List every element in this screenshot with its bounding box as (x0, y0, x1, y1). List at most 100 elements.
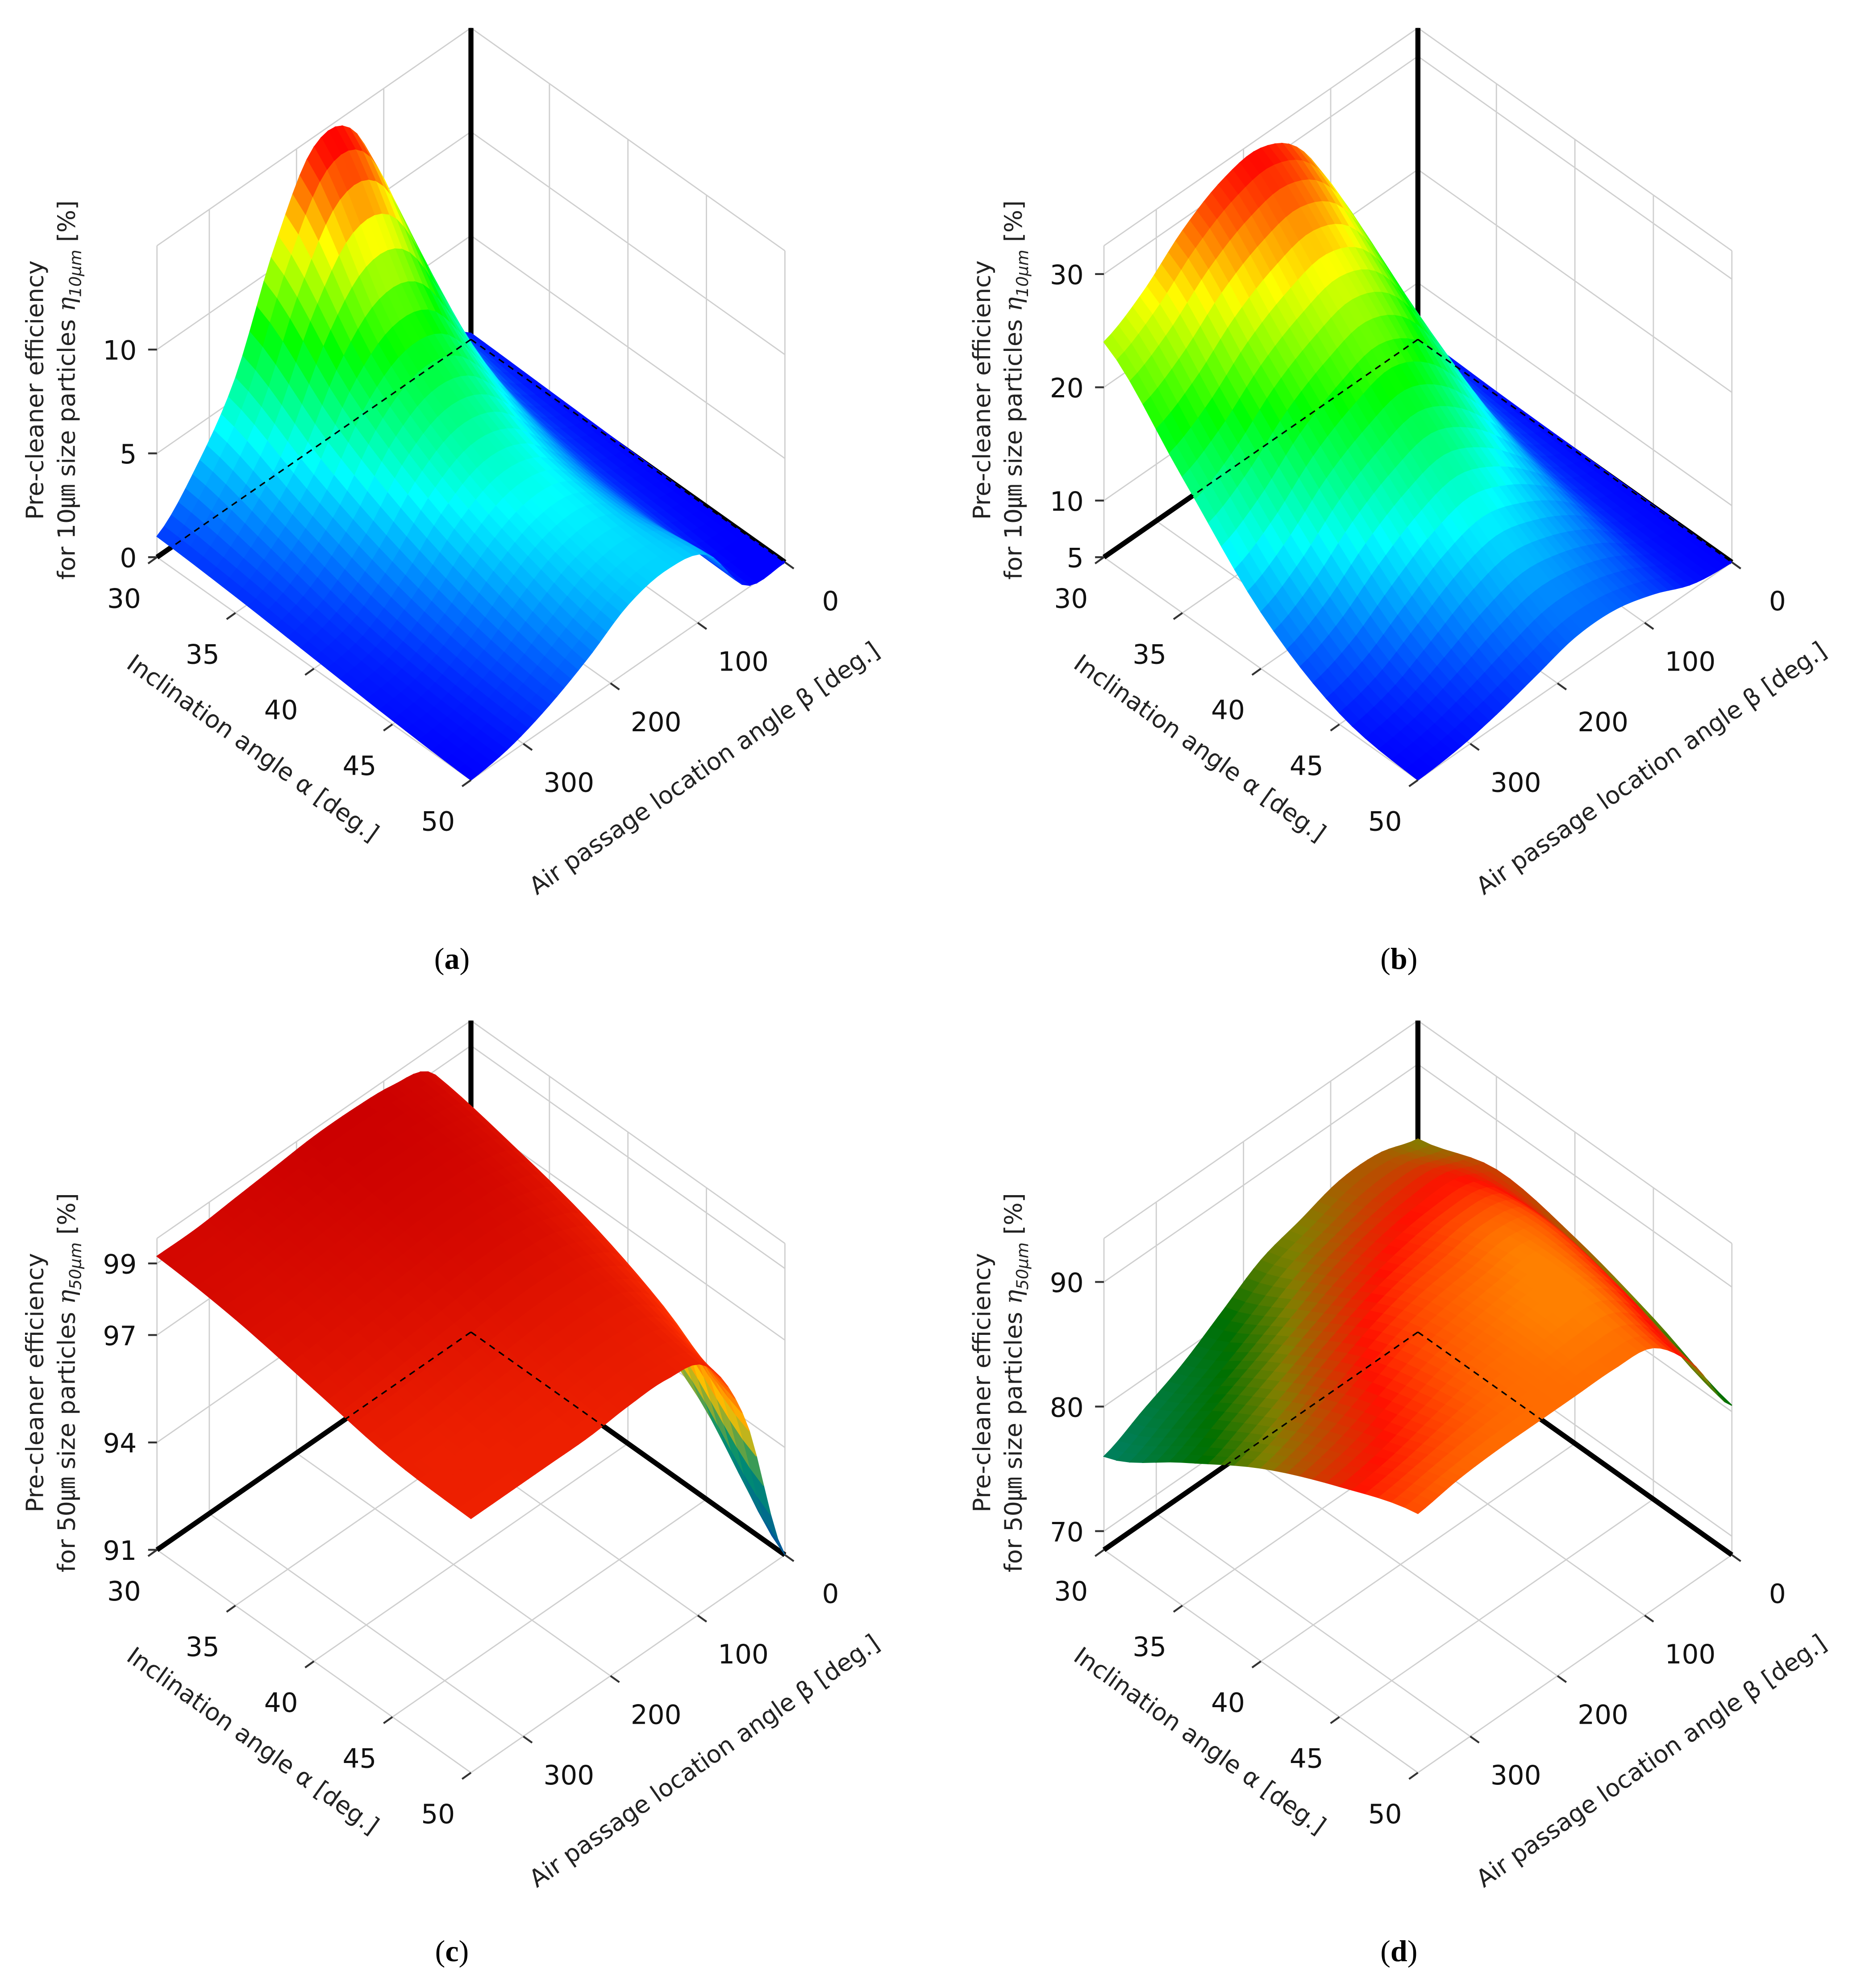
alpha-tick-label: 35 (186, 639, 220, 670)
caption-paren: ) (459, 942, 470, 975)
tick-mark (226, 1605, 236, 1613)
z-title-suffix: [%] (999, 200, 1028, 250)
tick-mark (226, 612, 236, 620)
tick-mark (610, 1675, 620, 1683)
beta-tick-label: 0 (822, 586, 839, 617)
chart-panel-b: 30 35 40 45 50 0 100 200 300 5 10 20 30 Inclination a… (968, 27, 1832, 975)
tick-mark (1644, 1614, 1654, 1623)
tick-mark (304, 667, 315, 676)
caption-paren: ) (1407, 1934, 1418, 1968)
surface (1103, 142, 1733, 781)
beta-tick-label: 0 (822, 1579, 839, 1610)
beta-tick-label: 300 (543, 768, 594, 799)
z-tick-label: 97 (103, 1321, 137, 1352)
z-tick-label: 20 (1050, 373, 1084, 404)
tick-mark (1408, 779, 1419, 788)
z-axis-title: Pre-cleaner efficiency for 50㎛ size parti… (21, 1193, 85, 1572)
panel-caption: (b) (1380, 942, 1417, 975)
hidden-axis-line (470, 338, 786, 563)
tick-mark (697, 1614, 708, 1623)
alpha-tick-label: 40 (264, 695, 298, 726)
chart-panel-c: 30 35 40 45 50 0 100 200 300 91 94 97 99 Inclination … (21, 1020, 884, 1968)
surface (1103, 1138, 1732, 1514)
z-title-prefix: for 10㎛ size particles (52, 312, 80, 580)
alpha-tick-label: 40 (1211, 695, 1245, 726)
beta-tick-label: 200 (1578, 707, 1628, 738)
grid-line (470, 131, 786, 355)
tick-mark (1330, 723, 1340, 732)
alpha-axis-title: Inclination angle α [deg.] (1069, 649, 1331, 847)
z-title-subscript: 10μm (1013, 250, 1032, 297)
z-tick-label: 90 (1050, 1268, 1084, 1299)
tick-mark (383, 1716, 393, 1724)
beta-tick-label: 100 (718, 647, 769, 678)
beta-tick-label: 300 (543, 1760, 594, 1791)
z-tick-label: 94 (103, 1429, 137, 1459)
z-axis-title-line1: Pre-cleaner efficiency (21, 260, 49, 520)
z-tick-label: 0 (120, 543, 137, 574)
tick-mark (784, 561, 795, 570)
z-axis-title-line1: Pre-cleaner efficiency (21, 1253, 49, 1513)
tick-mark (1173, 1605, 1183, 1613)
tick-mark (1557, 682, 1567, 691)
tick-mark (1557, 1675, 1567, 1683)
panel-caption: (c) (435, 1934, 469, 1968)
z-axis-title-line2: for 10㎛ size particles η10μm [%] (52, 200, 85, 580)
grid-line (1417, 169, 1732, 393)
alpha-tick-label: 30 (1054, 1576, 1088, 1607)
alpha-tick-label: 30 (107, 1576, 141, 1607)
tick-mark (1470, 1735, 1480, 1744)
z-title-subscript: 50μm (66, 1242, 85, 1290)
grid-line (1339, 1498, 1654, 1718)
tick-mark (1731, 561, 1741, 570)
grid-line (1417, 27, 1732, 251)
z-tick-label: 10 (103, 336, 137, 367)
z-axis-title-line1: Pre-cleaner efficiency (968, 1253, 996, 1513)
tick-mark (1330, 1716, 1340, 1724)
caption-letter: d (1391, 1934, 1407, 1968)
caption-letter: b (1391, 942, 1407, 975)
alpha-tick-label: 35 (186, 1632, 220, 1663)
z-title-suffix: [%] (999, 1193, 1028, 1242)
alpha-tick-label: 50 (1368, 1799, 1402, 1830)
z-tick-label: 91 (103, 1536, 137, 1567)
beta-tick-label: 200 (631, 1700, 682, 1731)
tick-mark (383, 723, 393, 732)
tick-mark (147, 556, 158, 564)
tick-mark (784, 1554, 795, 1562)
z-tick-label: 30 (1050, 260, 1084, 291)
beta-tick-label: 100 (1665, 647, 1716, 678)
z-title-eta: η (999, 1290, 1028, 1304)
tick-mark (1251, 667, 1261, 676)
z-tick-label: 5 (1067, 543, 1084, 574)
tick-mark (1094, 1549, 1105, 1557)
z-tick-label: 5 (120, 439, 137, 470)
z-axis-title: Pre-cleaner efficiency for 10㎛ size parti… (21, 200, 85, 580)
beta-tick-label: 100 (718, 1639, 769, 1670)
z-title-prefix: for 50㎛ size particles (52, 1304, 80, 1572)
tick-mark (304, 1660, 315, 1669)
z-axis-title-line2: for 50㎛ size particles η50μm [%] (999, 1193, 1032, 1572)
alpha-tick-label: 40 (264, 1688, 298, 1719)
grid-line (392, 1498, 707, 1718)
tick-mark (461, 1771, 472, 1780)
panel-caption: (d) (1380, 1934, 1417, 1968)
alpha-tick-label: 45 (1290, 1743, 1324, 1774)
alpha-tick-label: 45 (343, 751, 377, 782)
tick-mark (1644, 622, 1654, 630)
beta-tick-label: 100 (1665, 1639, 1716, 1670)
surface (156, 125, 786, 781)
tick-mark (1408, 1771, 1419, 1780)
alpha-tick-label: 40 (1211, 1688, 1245, 1719)
alpha-tick-label: 45 (1290, 751, 1324, 782)
z-tick-label: 80 (1050, 1392, 1084, 1423)
z-tick-label: 99 (103, 1250, 137, 1280)
tick-mark (522, 1735, 533, 1744)
caption-paren: ) (459, 1934, 469, 1968)
caption-letter: c (445, 1934, 458, 1968)
panel-caption: (a) (434, 942, 470, 975)
beta-tick-label: 300 (1490, 1760, 1541, 1791)
tick-mark (522, 743, 533, 751)
caption-paren: ( (1380, 1934, 1391, 1968)
